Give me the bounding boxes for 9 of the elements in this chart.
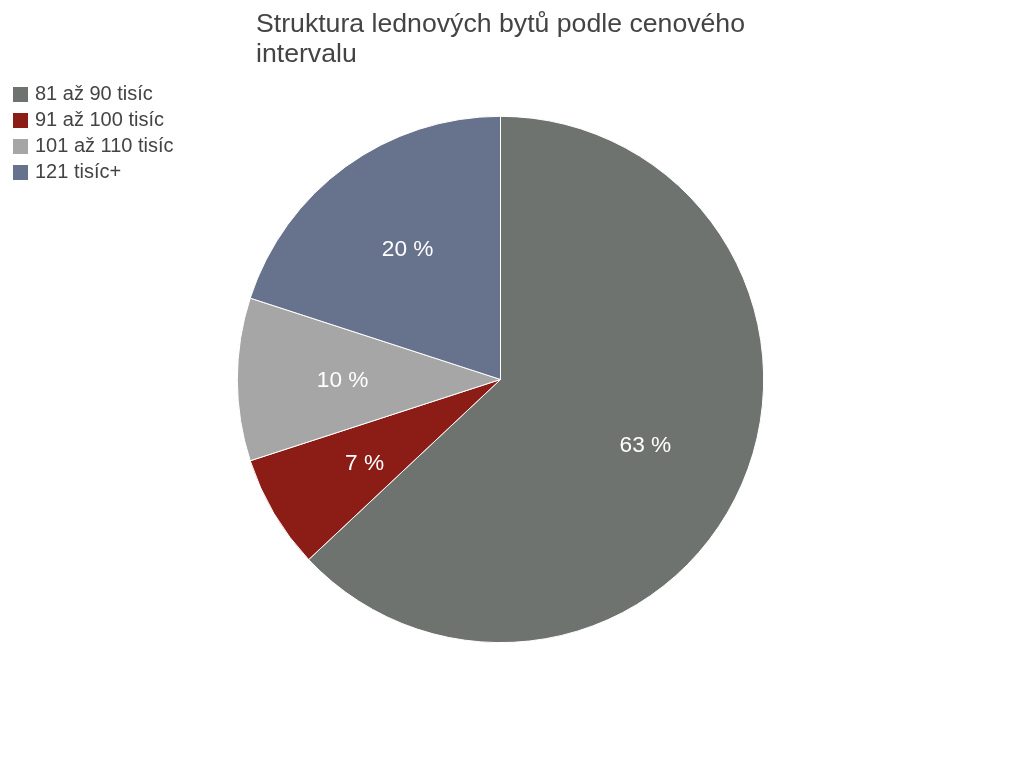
legend-label: 121 tisíc+ bbox=[35, 160, 122, 183]
chart-title: Struktura lednových bytů podle cenového intervalu bbox=[255, 7, 746, 68]
data-label: 63 % bbox=[619, 430, 672, 457]
data-label: 20 % bbox=[381, 235, 434, 262]
data-label: 10 % bbox=[316, 366, 369, 393]
legend-label: 91 až 100 tisíc bbox=[35, 108, 164, 131]
legend-label: 81 až 90 tisíc bbox=[35, 82, 153, 105]
data-label: 7 % bbox=[345, 449, 385, 476]
legend-label: 101 až 110 tisíc bbox=[35, 134, 174, 157]
